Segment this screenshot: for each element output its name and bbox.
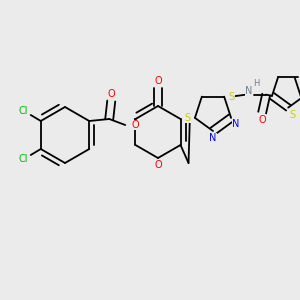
Text: O: O <box>131 120 139 130</box>
Text: H: H <box>253 79 260 88</box>
Text: N: N <box>245 85 253 96</box>
Text: N: N <box>232 119 240 129</box>
Text: O: O <box>258 115 266 124</box>
Text: O: O <box>154 160 162 170</box>
Text: N: N <box>209 133 217 143</box>
Text: O: O <box>154 76 162 86</box>
Text: S: S <box>228 92 234 102</box>
Text: S: S <box>185 113 191 123</box>
Text: Cl: Cl <box>18 106 28 116</box>
Text: Cl: Cl <box>18 154 28 164</box>
Text: S: S <box>289 110 295 120</box>
Text: O: O <box>107 89 115 99</box>
